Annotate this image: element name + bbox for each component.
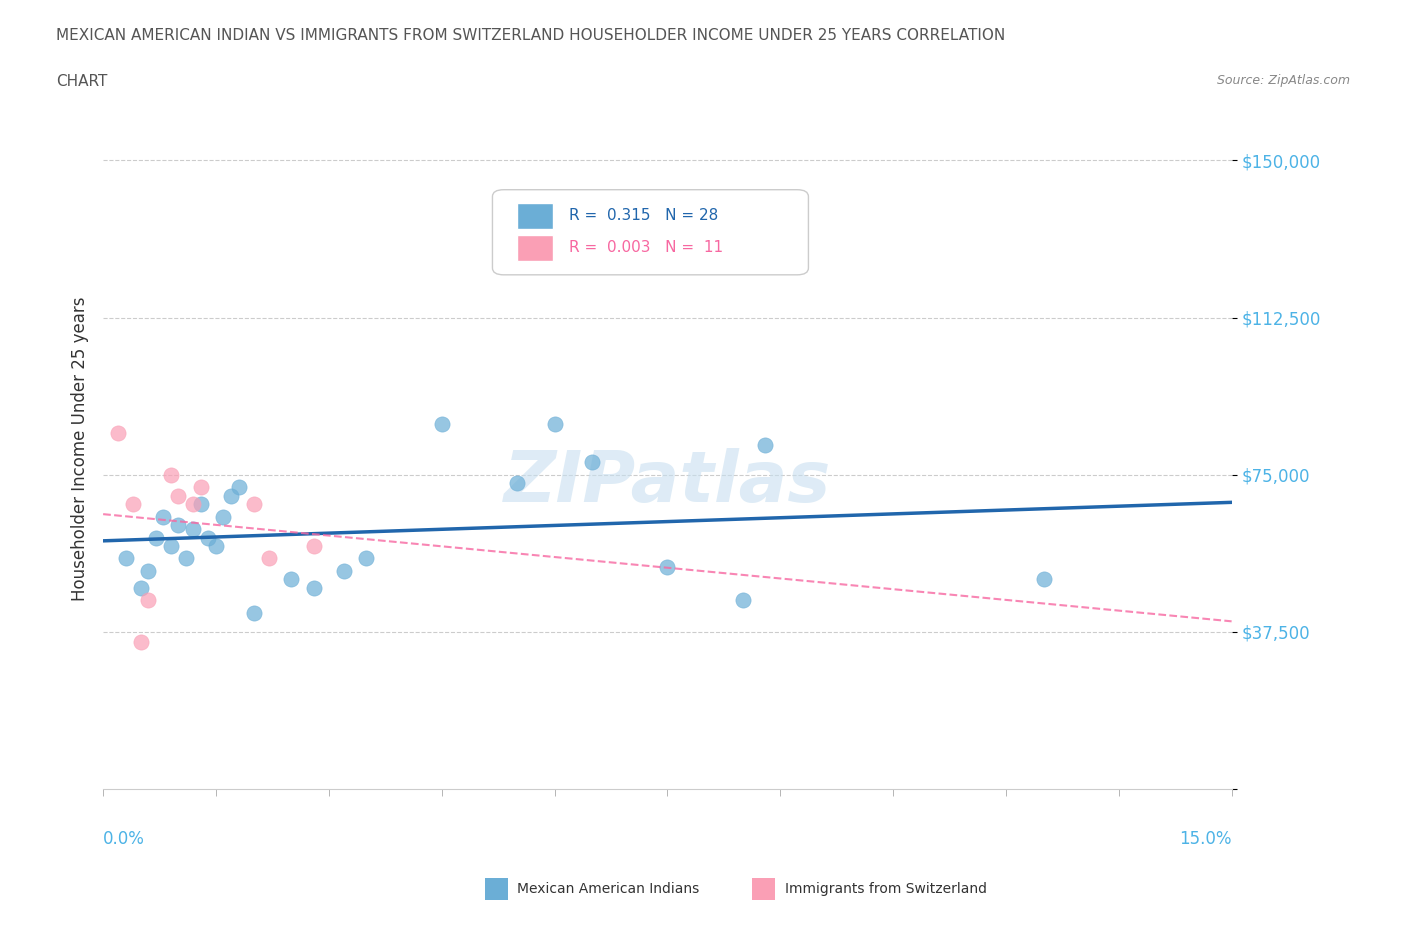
Point — [190, 480, 212, 495]
Text: R =  0.003   N =  11: R = 0.003 N = 11 — [569, 240, 723, 255]
Point — [205, 538, 228, 553]
Point — [242, 497, 264, 512]
Point — [333, 564, 356, 578]
Point — [219, 488, 242, 503]
Point — [356, 551, 378, 565]
Point — [302, 580, 325, 595]
Point — [657, 560, 679, 575]
Point — [183, 522, 205, 537]
Point — [543, 417, 565, 432]
Point — [731, 593, 754, 608]
Point — [1032, 572, 1054, 587]
Point — [302, 538, 325, 553]
Point — [506, 475, 529, 490]
Point — [190, 497, 212, 512]
Point — [145, 530, 167, 545]
Point — [107, 425, 129, 440]
Point — [197, 530, 219, 545]
FancyBboxPatch shape — [492, 190, 808, 275]
Text: MEXICAN AMERICAN INDIAN VS IMMIGRANTS FROM SWITZERLAND HOUSEHOLDER INCOME UNDER : MEXICAN AMERICAN INDIAN VS IMMIGRANTS FR… — [56, 28, 1005, 43]
Point — [136, 593, 159, 608]
Text: R =  0.315   N = 28: R = 0.315 N = 28 — [569, 208, 718, 223]
Point — [114, 551, 136, 565]
Point — [242, 605, 264, 620]
Bar — [517, 235, 554, 261]
Point — [160, 538, 183, 553]
Point — [257, 551, 280, 565]
Text: ZIPatlas: ZIPatlas — [503, 448, 831, 517]
Y-axis label: Householder Income Under 25 years: Householder Income Under 25 years — [72, 297, 89, 601]
Point — [754, 438, 776, 453]
Text: CHART: CHART — [56, 74, 108, 89]
Point — [152, 509, 174, 524]
Point — [212, 509, 235, 524]
Text: Mexican American Indians: Mexican American Indians — [517, 882, 700, 897]
Point — [581, 455, 603, 470]
Point — [129, 580, 152, 595]
Point — [183, 497, 205, 512]
Point — [122, 497, 145, 512]
Text: Immigrants from Switzerland: Immigrants from Switzerland — [785, 882, 987, 897]
Point — [167, 488, 190, 503]
Point — [228, 480, 250, 495]
Point — [129, 635, 152, 650]
Point — [174, 551, 197, 565]
Point — [160, 467, 183, 482]
Text: Source: ZipAtlas.com: Source: ZipAtlas.com — [1216, 74, 1350, 87]
Point — [280, 572, 302, 587]
Text: 0.0%: 0.0% — [103, 830, 145, 848]
Text: 15.0%: 15.0% — [1180, 830, 1232, 848]
Bar — [517, 204, 554, 229]
Point — [136, 564, 159, 578]
Point — [167, 517, 190, 532]
Point — [430, 417, 453, 432]
